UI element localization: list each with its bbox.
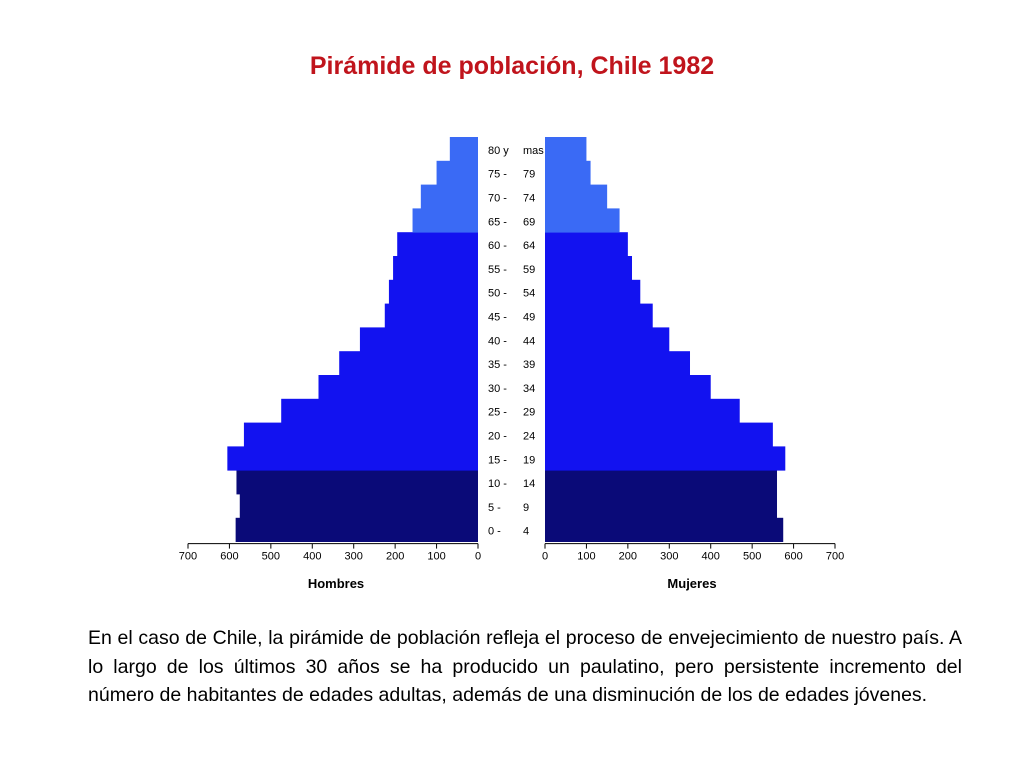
age-label-left-1: 5 -: [488, 502, 501, 514]
age-label-left-7: 35 -: [488, 359, 507, 371]
male-x-axis: 0 100 200 300 400 500 600 700: [179, 543, 481, 563]
age-label-right-4: 24: [523, 431, 535, 443]
bar-male-15: [436, 160, 478, 185]
bar-female-6: [545, 375, 711, 400]
bar-female-15: [545, 160, 591, 185]
age-label-right-11: 59: [523, 264, 535, 276]
female-tick-label-7: 700: [826, 551, 844, 563]
age-label-right-16: mas: [523, 145, 544, 157]
age-label-left-14: 70 -: [488, 193, 507, 205]
bar-female-14: [545, 184, 608, 209]
age-label-right-8: 44: [523, 335, 535, 347]
female-tick-label-0: 0: [542, 551, 548, 563]
female-tick-label-2: 200: [619, 551, 637, 563]
female-tick-label-5: 500: [743, 551, 761, 563]
age-label-right-1: 9: [523, 502, 529, 514]
x-axis-label-mujeres: Mujeres: [667, 576, 716, 591]
bar-male-10: [388, 279, 478, 304]
age-label-left-6: 30 -: [488, 383, 507, 395]
age-label-left-9: 45 -: [488, 312, 507, 324]
bar-male-14: [420, 184, 478, 209]
age-label-left-8: 40 -: [488, 335, 507, 347]
description-paragraph: En el caso de Chile, la pirámide de pobl…: [88, 627, 962, 706]
age-label-right-12: 64: [523, 240, 535, 252]
bar-male-2: [236, 470, 478, 495]
age-label-left-13: 65 -: [488, 216, 507, 228]
bar-female-8: [545, 327, 670, 352]
age-label-left-11: 55 -: [488, 264, 507, 276]
bar-male-0: [235, 517, 478, 542]
age-label-right-7: 39: [523, 359, 535, 371]
bar-male-13: [412, 208, 478, 233]
bar-male-12: [397, 232, 478, 257]
bar-male-1: [239, 494, 478, 519]
male-tick-label-6: 600: [220, 551, 238, 563]
bar-female-5: [545, 398, 740, 423]
age-label-left-3: 15 -: [488, 454, 507, 466]
age-label-left-12: 60 -: [488, 240, 507, 252]
female-tick-label-4: 400: [702, 551, 720, 563]
female-bars: [545, 137, 786, 542]
male-tick-label-4: 400: [303, 551, 321, 563]
age-label-left-5: 25 -: [488, 407, 507, 419]
bar-male-7: [339, 351, 478, 376]
bar-female-2: [545, 470, 778, 495]
bar-female-9: [545, 303, 653, 328]
bar-male-9: [384, 303, 478, 328]
bar-male-11: [393, 256, 478, 281]
male-tick-label-3: 300: [345, 551, 363, 563]
age-label-left-10: 50 -: [488, 288, 507, 300]
bar-male-16: [449, 137, 478, 162]
female-tick-label-6: 600: [784, 551, 802, 563]
male-tick-label-0: 0: [475, 551, 481, 563]
age-label-right-9: 49: [523, 312, 535, 324]
age-label-right-2: 14: [523, 478, 535, 490]
age-label-right-10: 54: [523, 288, 535, 300]
age-label-left-16: 80 y: [488, 145, 509, 157]
female-tick-label-3: 300: [660, 551, 678, 563]
chart-title: Pirámide de población, Chile 1982: [309, 52, 715, 80]
age-label-right-3: 19: [523, 454, 535, 466]
male-tick-label-5: 500: [262, 551, 280, 563]
male-tick-label-7: 700: [179, 551, 197, 563]
bar-female-3: [545, 446, 786, 471]
age-label-right-0: 4: [523, 526, 529, 538]
bar-female-12: [545, 232, 628, 257]
female-tick-label-1: 100: [577, 551, 595, 563]
age-label-right-6: 34: [523, 383, 535, 395]
age-label-right-14: 74: [523, 193, 535, 205]
bar-male-4: [243, 422, 478, 447]
age-label-right-15: 79: [523, 169, 535, 181]
age-label-left-4: 20 -: [488, 431, 507, 443]
age-label-right-13: 69: [523, 216, 535, 228]
bar-male-3: [227, 446, 478, 471]
bar-female-11: [545, 256, 633, 281]
age-label-right-5: 29: [523, 407, 535, 419]
age-label-left-2: 10 -: [488, 478, 507, 490]
age-label-left-15: 75 -: [488, 169, 507, 181]
bar-female-1: [545, 494, 778, 519]
bar-female-7: [545, 351, 691, 376]
bar-male-5: [281, 398, 478, 423]
female-x-axis: 0 100 200 300 400 500 600 700: [542, 543, 844, 563]
bar-female-13: [545, 208, 620, 233]
bar-male-8: [359, 327, 478, 352]
male-bars: [227, 137, 478, 542]
age-label-left-0: 0 -: [488, 526, 501, 538]
x-axis-label-hombres: Hombres: [308, 576, 364, 591]
bar-female-0: [545, 517, 784, 542]
bar-female-4: [545, 422, 773, 447]
bar-female-16: [545, 137, 587, 162]
male-tick-label-1: 100: [427, 551, 445, 563]
bar-female-10: [545, 279, 641, 304]
male-tick-label-2: 200: [386, 551, 404, 563]
bar-male-6: [318, 375, 478, 400]
